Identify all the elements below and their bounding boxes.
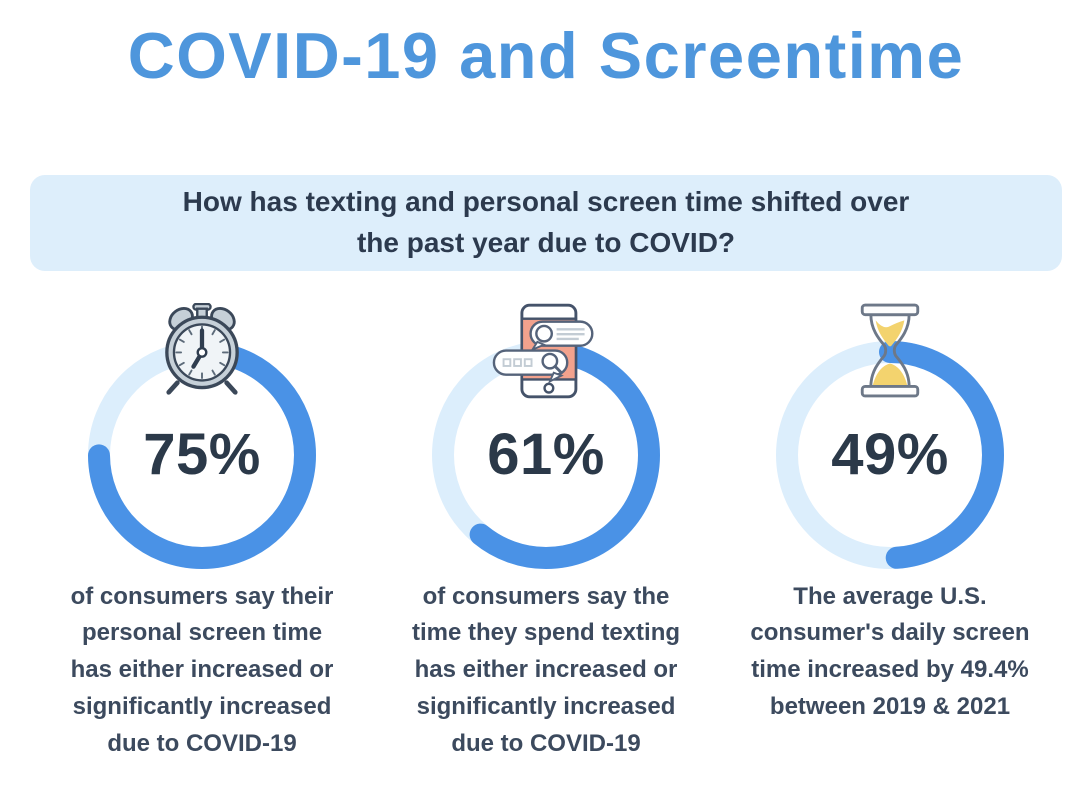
stat-card-screen-time: 75% of consumers say their personal scre… bbox=[30, 302, 374, 763]
stats-row: 75% of consumers say their personal scre… bbox=[0, 302, 1092, 763]
donut-ring-3: 49% bbox=[776, 303, 1004, 569]
ring-progress bbox=[776, 340, 1004, 569]
question-banner: How has texting and personal screen time… bbox=[30, 174, 1062, 271]
stat-card-texting: 61% of consumers say the time they spend… bbox=[374, 303, 718, 763]
donut-ring-2: 61% bbox=[432, 303, 660, 569]
hourglass-icon bbox=[857, 303, 924, 399]
stat-caption: The average U.S. consumer's daily screen… bbox=[750, 582, 1030, 720]
infographic-page: COVID-19 and Screentime How has texting … bbox=[0, 18, 1092, 790]
smartphone-texting-icon bbox=[492, 303, 600, 400]
chat-bubble-search bbox=[492, 349, 569, 384]
stat-value: 61% bbox=[487, 422, 605, 488]
question-text: How has texting and personal screen time… bbox=[182, 186, 910, 258]
alarm-clock-icon bbox=[155, 302, 250, 398]
page-title: COVID-19 and Screentime bbox=[127, 19, 965, 92]
stat-value: 75% bbox=[143, 422, 261, 488]
stat-caption: of consumers say their personal screen t… bbox=[70, 582, 334, 757]
donut-chart-3 bbox=[776, 340, 1004, 569]
stat-card-daily-screen-time: 49% The average U.S. consumer's daily sc… bbox=[718, 303, 1062, 763]
donut-ring-1: 75% bbox=[88, 302, 316, 569]
stat-caption: of consumers say the time they spend tex… bbox=[411, 582, 681, 757]
chat-bubble-top bbox=[529, 320, 594, 352]
stat-value: 49% bbox=[831, 422, 949, 488]
